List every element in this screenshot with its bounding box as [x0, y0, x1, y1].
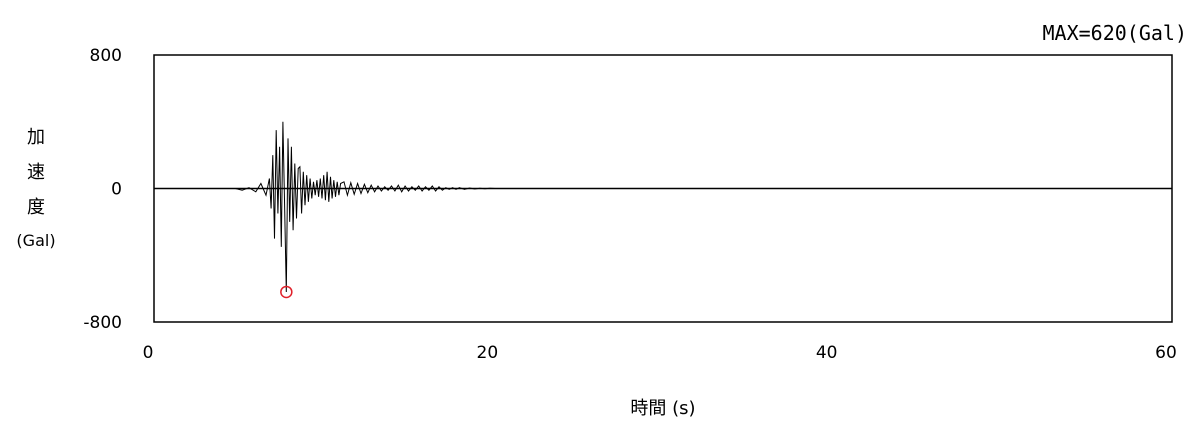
plot-frame [153, 54, 1173, 323]
y-tick-label: 0 [111, 180, 122, 200]
y-axis-label-line: 加 [27, 127, 45, 148]
x-tick-labels: 0 20 40 60 [143, 343, 1177, 363]
y-tick-label: -800 [83, 313, 122, 333]
acceleration-waveform [235, 121, 496, 293]
y-axis-label-line: 度 [27, 197, 45, 218]
x-tick-label: 0 [143, 343, 154, 363]
x-tick-label: 40 [816, 343, 838, 363]
y-axis-label-line: (Gal) [16, 231, 55, 250]
y-tick-labels: 800 0 -800 [83, 46, 122, 333]
peak-marker [280, 285, 293, 299]
x-axis-label: 時間 (s) [630, 398, 695, 419]
x-tick-label: 60 [1155, 343, 1177, 363]
y-axis-label: 加速度 (Gal) [16, 127, 55, 250]
y-tick-label: 800 [90, 46, 122, 66]
max-annotation: MAX=620(Gal) [1043, 21, 1188, 45]
y-axis-label-line: 速 [27, 162, 45, 183]
x-tick-label: 20 [477, 343, 499, 363]
